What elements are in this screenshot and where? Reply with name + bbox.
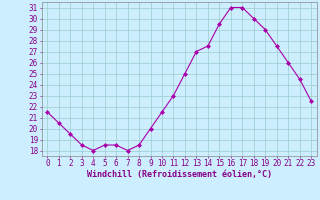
X-axis label: Windchill (Refroidissement éolien,°C): Windchill (Refroidissement éolien,°C) xyxy=(87,170,272,179)
